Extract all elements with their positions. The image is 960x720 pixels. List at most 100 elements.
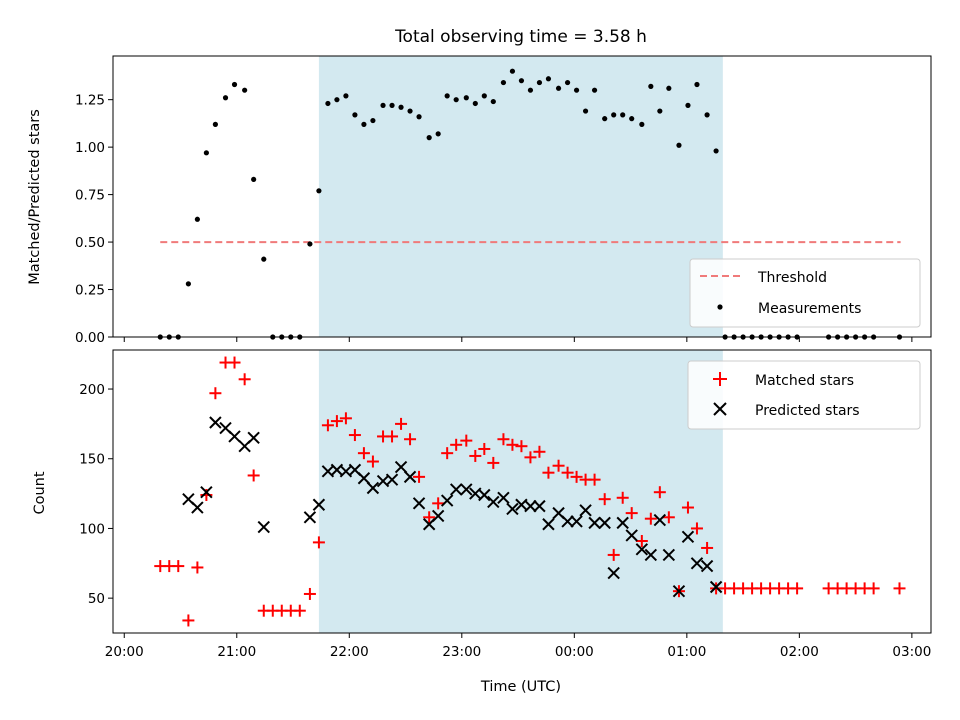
- y-tick-label: 1.00: [75, 140, 105, 156]
- measurement-point: [509, 68, 516, 74]
- predicted-star-point: [635, 543, 649, 556]
- threshold-legend-label: Threshold: [757, 270, 827, 286]
- matched-star-point: [598, 493, 611, 506]
- ratio-legend: Threshold Measurements: [689, 258, 921, 328]
- measurement-point: [416, 114, 422, 120]
- predicted-star-point: [524, 499, 537, 513]
- x-tick-label: 21:00: [217, 644, 256, 660]
- matched-star-point: [791, 582, 804, 595]
- matched-star-point: [607, 548, 620, 561]
- matched-star-point: [469, 449, 482, 462]
- predicted-star-point: [700, 559, 714, 573]
- measurement-point: [334, 97, 340, 103]
- predicted-star-point: [200, 485, 213, 499]
- y-tick-label: 0.00: [75, 330, 105, 346]
- matched-star-point: [228, 356, 241, 369]
- matched-star-point: [497, 433, 510, 446]
- matched-star-point: [386, 430, 399, 443]
- matched-star-point: [303, 587, 316, 600]
- count-legend: Matched stars Predicted stars: [687, 360, 921, 430]
- measurement-point: [481, 93, 487, 99]
- measurement-point: [564, 79, 571, 86]
- matched-star-point: [542, 466, 555, 479]
- matched-star-point: [533, 445, 546, 458]
- matched-star-point: [478, 442, 491, 455]
- predicted-legend-label: Predicted stars: [755, 403, 860, 419]
- matched-star-point: [524, 451, 537, 464]
- predicted-star-point: [449, 483, 463, 496]
- predicted-star-point: [570, 515, 583, 528]
- matched-star-point: [460, 434, 473, 447]
- x-tick-label: 22:00: [330, 644, 369, 660]
- predicted-star-point: [709, 580, 723, 594]
- measurement-point: [435, 131, 441, 137]
- measurement-point: [407, 108, 413, 114]
- predicted-star-point: [598, 516, 611, 530]
- matched-star-point: [588, 473, 601, 486]
- measurement-point: [611, 112, 617, 118]
- ratio-panel-frame: [112, 55, 932, 338]
- predicted-star-point: [616, 516, 629, 530]
- measurement-point: [307, 241, 313, 247]
- predicted-star-point: [191, 501, 204, 514]
- predicted-star-point: [209, 416, 222, 429]
- measurement-point: [545, 76, 552, 82]
- matched-star-point: [172, 560, 185, 573]
- predicted-star-point: [257, 520, 270, 534]
- measurement-point: [231, 81, 238, 88]
- matched-star-point: [867, 582, 880, 595]
- matched-star-point: [690, 522, 703, 535]
- predicted-star-point: [497, 491, 510, 504]
- measurement-point: [639, 121, 645, 127]
- predicted-star-point: [357, 472, 371, 485]
- measurement-point: [203, 150, 209, 156]
- matched-legend-label: Matched stars: [755, 373, 854, 389]
- predicted-star-point: [366, 481, 380, 495]
- matched-star-point: [312, 536, 325, 549]
- measurement-point: [666, 85, 672, 91]
- matched-star-point: [357, 447, 370, 460]
- count-y-axis-label: Count: [32, 471, 48, 514]
- measurement-point: [704, 112, 710, 118]
- x-axis-label: Time (UTC): [480, 679, 561, 695]
- predicted-star-point: [228, 430, 241, 443]
- matched-star-point: [561, 466, 574, 479]
- predicted-star-point: [403, 470, 417, 484]
- matched-star-point: [348, 429, 361, 442]
- matched-star-point: [404, 433, 417, 446]
- y-tick-label: 1.25: [75, 93, 105, 109]
- measurement-point: [325, 100, 331, 107]
- matched-star-point: [653, 486, 666, 499]
- matched-star-point: [182, 614, 195, 627]
- predicted-star-point: [431, 509, 445, 523]
- predicted-star-point: [487, 495, 500, 509]
- predicted-star-point: [607, 566, 620, 580]
- matched-star-point: [247, 469, 260, 482]
- matched-star-point: [893, 582, 906, 595]
- measurement-point: [582, 108, 589, 114]
- matched-star-point: [395, 417, 408, 430]
- measurement-point: [536, 79, 543, 86]
- matched-star-point: [191, 561, 204, 574]
- x-tick-label: 23:00: [442, 644, 481, 660]
- count-legend-box: [687, 360, 921, 430]
- predicted-star-point: [644, 548, 658, 562]
- matched-star-point: [450, 438, 463, 451]
- predicted-star-point: [247, 431, 260, 445]
- matched-star-point: [506, 438, 519, 451]
- matched-star-point: [487, 456, 500, 469]
- matched-star-point: [330, 415, 343, 428]
- y-tick-label: 0.25: [75, 283, 105, 299]
- y-tick-label: 100: [79, 521, 105, 537]
- predicted-legend-marker: [713, 402, 727, 416]
- predicted-star-point: [625, 529, 638, 542]
- measurement-point: [316, 188, 322, 194]
- measurement-point: [490, 98, 496, 105]
- predicted-star-point: [478, 488, 491, 502]
- predicted-star-point: [561, 515, 574, 528]
- matched-legend-marker: [713, 372, 727, 386]
- matched-star-point: [701, 541, 714, 554]
- matched-star-point: [515, 440, 528, 453]
- measurement-point: [620, 112, 626, 118]
- matched-star-point: [552, 459, 565, 472]
